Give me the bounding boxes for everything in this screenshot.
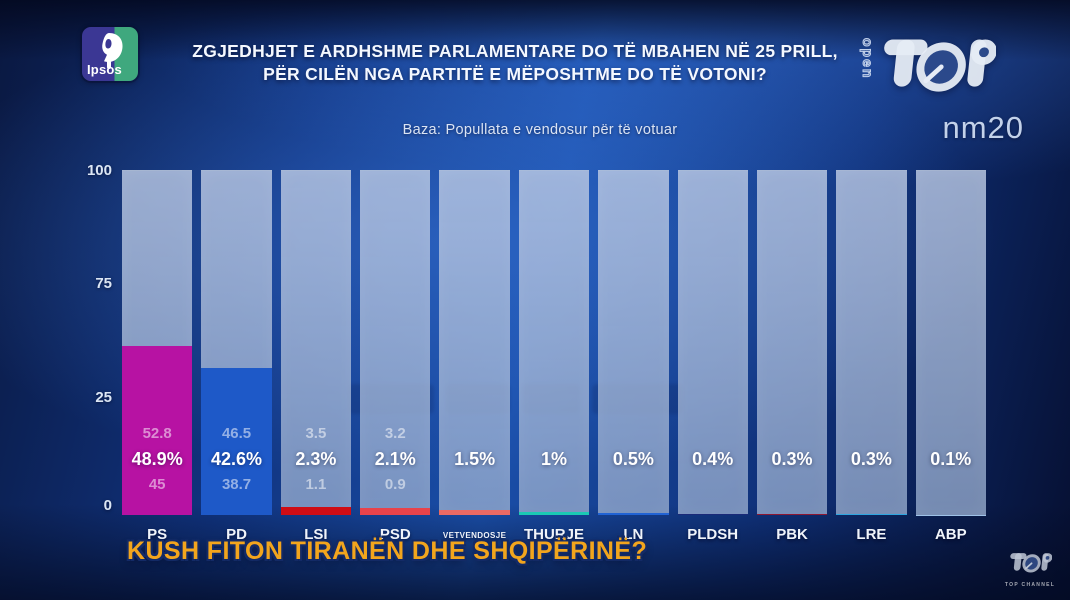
bar-fill bbox=[201, 368, 272, 515]
y-tick-label: 25 bbox=[95, 389, 112, 406]
ci-low-label: 45 bbox=[148, 476, 166, 493]
ipsos-logo: Ipsos bbox=[82, 27, 138, 81]
x-label-ps: PS bbox=[147, 526, 168, 543]
y-tick-label: 0 bbox=[103, 497, 112, 514]
bar-value-label: 0.4% bbox=[692, 449, 734, 469]
bar-column-lsi: 3.5 2.3% 1.1 bbox=[280, 170, 352, 515]
bar-column-thurje: 1% bbox=[518, 170, 590, 515]
survey-question-title: ZGJEDHJET E ARDHSHME PARLAMENTARE DO TË … bbox=[150, 40, 880, 86]
bar-fill bbox=[439, 509, 510, 515]
lower-third-headline: KUSH FITON TIRANËN DHE SHQIPËRINË? bbox=[127, 537, 648, 565]
top-channel-logo-icon bbox=[884, 39, 997, 92]
x-label-pd: PD bbox=[226, 526, 247, 543]
x-label-pbk: PBK bbox=[776, 526, 808, 543]
bar-fill bbox=[518, 511, 590, 515]
chart-base-note: Baza: Popullata e vendosur për të votuar bbox=[402, 122, 678, 138]
top-channel-logo bbox=[878, 30, 997, 107]
bar-value-label: 0.5% bbox=[612, 449, 654, 469]
bar-value-label: 0.1% bbox=[930, 449, 972, 469]
bar-fill bbox=[677, 513, 748, 515]
y-tick-label: 75 bbox=[95, 275, 112, 292]
bar-fill bbox=[122, 346, 193, 515]
bar-value-label: 2.3% bbox=[295, 449, 337, 469]
x-label-psd: PSD bbox=[379, 526, 411, 543]
corner-channel-logo-icon bbox=[1010, 553, 1053, 573]
bar-column-pbk: 0.3% bbox=[756, 170, 828, 515]
x-label-ln: LN bbox=[623, 526, 644, 543]
bar-column-pldsh: 0.4% bbox=[677, 170, 748, 515]
ci-low-label: 0.9 bbox=[384, 476, 406, 493]
x-axis-labels: PS PD LSI PSD VETVENDOSJE THURJE LN PLDSH PBK LRE… bbox=[122, 526, 986, 543]
bar-value-label: 42.6% bbox=[211, 449, 263, 469]
bar-column-abp: 0.1% bbox=[915, 170, 986, 515]
x-label-lre: LRE bbox=[856, 526, 887, 543]
corner-channel-caption: TOP CHANNEL bbox=[1004, 582, 1056, 588]
ci-low-label: 38.7 bbox=[221, 476, 252, 493]
x-label-thurje: THURJE bbox=[523, 526, 584, 543]
bar-column-pd: 46.5 42.6% 38.7 bbox=[201, 170, 272, 515]
x-label-lsi: LSI bbox=[304, 526, 328, 543]
ipsos-face-icon bbox=[102, 33, 123, 69]
bar-value-label: 0.3% bbox=[850, 449, 892, 469]
bar-value-label: 1.5% bbox=[454, 449, 496, 469]
ci-low-label: 1.1 bbox=[305, 476, 327, 493]
x-label-vetvendosje: VETVENDOSJE bbox=[442, 531, 507, 540]
bar-value-label: 1% bbox=[540, 449, 567, 469]
ci-high-label: 3.2 bbox=[384, 425, 406, 442]
bar-column-psd: 3.2 2.1% 0.9 bbox=[360, 170, 431, 515]
ci-high-label: 52.8 bbox=[142, 425, 172, 442]
title-line-2: PËR CILËN NGA PARTITË E MËPOSHTME DO TË … bbox=[263, 64, 767, 84]
bar-fill bbox=[280, 507, 352, 515]
bar-column-vetvendosje: 1.5% bbox=[439, 170, 510, 515]
corner-channel-logo: TOP CHANNEL bbox=[1002, 550, 1058, 588]
plot-area: 52.8 48.9% 45 46.5 42.6% 38.7 3.5 2.3% 1.1 3.2 2.1… bbox=[122, 170, 986, 515]
bar-column-lre: 0.3% bbox=[836, 170, 907, 515]
x-label-abp: ABP bbox=[934, 526, 967, 543]
ci-high-label: 3.5 bbox=[305, 425, 327, 442]
screen-code: nm20 bbox=[942, 110, 1024, 145]
open-show-label: open bbox=[860, 38, 877, 80]
ci-high-label: 46.5 bbox=[221, 425, 252, 442]
y-tick-label: 100 bbox=[86, 162, 112, 179]
bar-fill bbox=[598, 513, 669, 515]
ipsos-logo-text: Ipsos bbox=[87, 62, 122, 77]
bar-value-label: 0.3% bbox=[771, 449, 813, 469]
title-line-1: ZGJEDHJET E ARDHSHME PARLAMENTARE DO TË … bbox=[192, 41, 838, 61]
bar-column-ps: 52.8 48.9% 45 bbox=[122, 170, 193, 515]
x-label-pldsh: PLDSH bbox=[687, 526, 739, 543]
bar-fill bbox=[756, 513, 828, 515]
bar-fill bbox=[360, 507, 431, 515]
bar-fill bbox=[836, 513, 907, 515]
bar-value-label: 48.9% bbox=[131, 449, 183, 469]
bar-column-ln: 0.5% bbox=[598, 170, 669, 515]
y-axis: 100 75 25 0 bbox=[58, 162, 112, 515]
bar-value-label: 2.1% bbox=[374, 449, 416, 469]
